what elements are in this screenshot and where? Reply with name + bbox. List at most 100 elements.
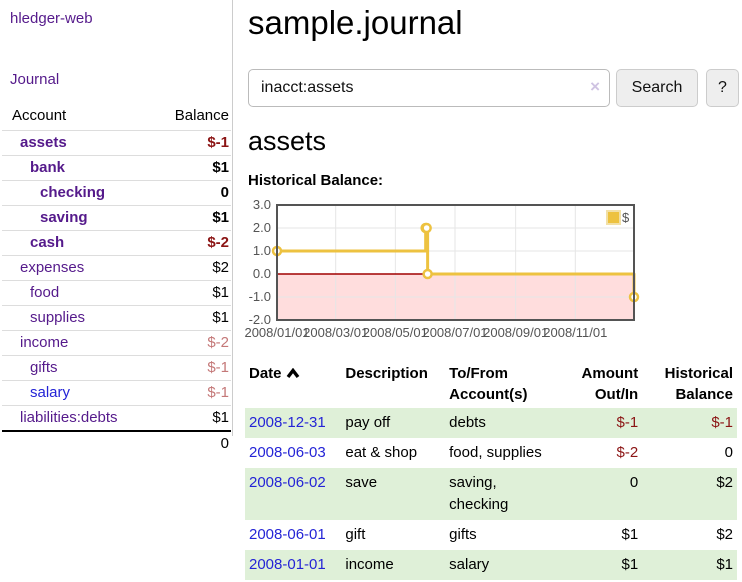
sidebar-account-link[interactable]: cash [30,234,65,251]
account-heading: assets [248,126,327,156]
help-button[interactable]: ? [706,69,739,107]
register-row: 2008-06-03 eat & shop food, supplies $-2 0 [245,438,737,468]
y-tick-label: 1.0 [253,243,271,258]
transaction-date-cell: 2008-06-01 [245,520,341,550]
sidebar-account-link[interactable]: saving [40,209,88,226]
plot-border [276,204,635,321]
account-row: liabilities:debts $1 [2,405,231,431]
app-brand-link[interactable]: hledger-web [10,10,93,27]
account-balance: $1 [156,205,231,231]
accounts-total-row: 0 [2,430,231,456]
sidebar-account-link[interactable]: income [20,334,69,351]
sidebar-account-link[interactable]: food [30,284,60,301]
account-name-cell: bank [2,155,157,181]
sidebar-account-link[interactable]: salary [30,384,71,401]
transaction-description: income [345,556,394,573]
search-input-wrap: × [248,69,610,107]
date-header-label: Date [249,365,282,382]
account-balance: $1 [156,305,231,331]
y-tick-label: 2.0 [253,220,271,235]
sidebar-account-link[interactable]: checking [40,184,106,201]
transaction-balance: $2 [716,474,733,491]
clear-search-icon[interactable]: × [590,77,600,96]
register-body: 2008-12-31 pay off debts $-1 $-1 2008-06-03 ea… [245,408,737,580]
transaction-date-link[interactable]: 2008-06-02 [249,474,326,491]
column-header-balance: Historical Balance [664,365,733,403]
register-header-row: Date Description To/From Account(s) Amou… [245,361,737,408]
transaction-amount: $-2 [616,444,639,461]
transaction-balance: $2 [716,526,733,543]
transaction-date-link[interactable]: 2008-06-03 [249,444,326,461]
chart-canvas: $3.0 2.0 1.0 0.0 -1.0 -2.02008/01/012008/03/0… [244,197,640,340]
sidebar-account-link[interactable]: supplies [30,309,86,326]
account-row: assets $-1 [2,130,231,156]
accounts-table-body: assets $-1 bank $1 checking 0 saving $1 cash $-2 e… [2,130,231,431]
account-row: gifts $-1 [2,355,231,381]
column-header-date[interactable]: Date [245,361,341,408]
account-row: cash $-2 [2,230,231,256]
register-table: Date Description To/From Account(s) Amou… [245,361,737,580]
account-name-cell: salary [2,380,157,406]
transaction-accounts: food, supplies [449,444,542,461]
transaction-date-cell: 2008-06-02 [245,468,341,520]
account-name-cell: income [2,330,157,356]
sidebar-account-link[interactable]: assets [20,134,67,151]
search-input[interactable] [248,69,610,107]
account-name-cell: liabilities:debts [2,405,157,431]
sidebar-account-link[interactable]: gifts [30,359,58,376]
transaction-date-cell: 2008-06-03 [245,438,341,468]
transaction-amount: $-1 [616,414,639,431]
x-tick-label: 2008/05/01 [363,325,428,340]
transaction-date-link[interactable]: 2008-06-01 [249,526,326,543]
account-balance: 0 [156,180,231,206]
column-header-accounts: To/From Account(s) [449,365,528,403]
account-balance: $1 [156,280,231,306]
transaction-description: save [345,474,378,491]
transaction-description: pay off [345,414,391,431]
transaction-balance: 0 [724,444,733,461]
transaction-amount: $1 [621,526,639,543]
transaction-accounts: saving, checking [449,474,509,513]
account-row: bank $1 [2,155,231,181]
accounts-total-value: 0 [2,430,231,456]
account-balance: $1 [156,405,231,431]
legend-label: $ [622,210,630,225]
search-button[interactable]: Search [616,69,698,107]
y-tick-label: -2.0 [249,312,271,327]
data-point-marker [422,268,433,280]
x-tick-label: 2008/03/01 [303,325,368,340]
sort-ascending-icon [286,367,299,379]
x-tick-label: 2008/07/01 [422,325,487,340]
sidebar-account-link[interactable]: expenses [20,259,85,276]
account-name-cell: checking [2,180,157,206]
balance-column-header: Balance [174,107,229,124]
register-row: 2008-12-31 pay off debts $-1 $-1 [245,408,737,438]
account-row: salary $-1 [2,380,231,406]
account-balance: $-2 [156,330,231,356]
data-point-marker [421,222,432,234]
column-header-description: Description [345,365,428,382]
legend-swatch [606,210,621,225]
sidebar-item-journal[interactable]: Journal [10,71,60,88]
account-name-cell: expenses [2,255,157,281]
sidebar-account-link[interactable]: liabilities:debts [20,409,118,426]
register-row: 2008-06-02 save saving, checking 0 $2 [245,468,737,520]
search-bar: × Search ? [248,69,742,107]
account-name-cell: supplies [2,305,157,331]
account-column-header: Account [12,107,67,124]
y-tick-label: 0.0 [253,266,271,281]
transaction-date-link[interactable]: 2008-12-31 [249,414,326,431]
account-row: food $1 [2,280,231,306]
account-row: saving $1 [2,205,231,231]
page-title: sample.journal [248,4,463,41]
register-row: 2008-01-01 income salary $1 $1 [245,550,737,580]
sidebar: hledger-web Journal Account Balance asse… [0,0,233,456]
account-name-cell: gifts [2,355,157,381]
account-balance: $-2 [156,230,231,256]
account-name-cell: cash [2,230,157,256]
accounts-table: Account Balance assets $-1 bank $1 checking 0… [2,106,231,456]
transaction-amount: 0 [629,474,639,491]
sidebar-account-link[interactable]: bank [30,159,66,176]
account-name-cell: saving [2,205,157,231]
transaction-date-link[interactable]: 2008-01-01 [249,556,326,573]
